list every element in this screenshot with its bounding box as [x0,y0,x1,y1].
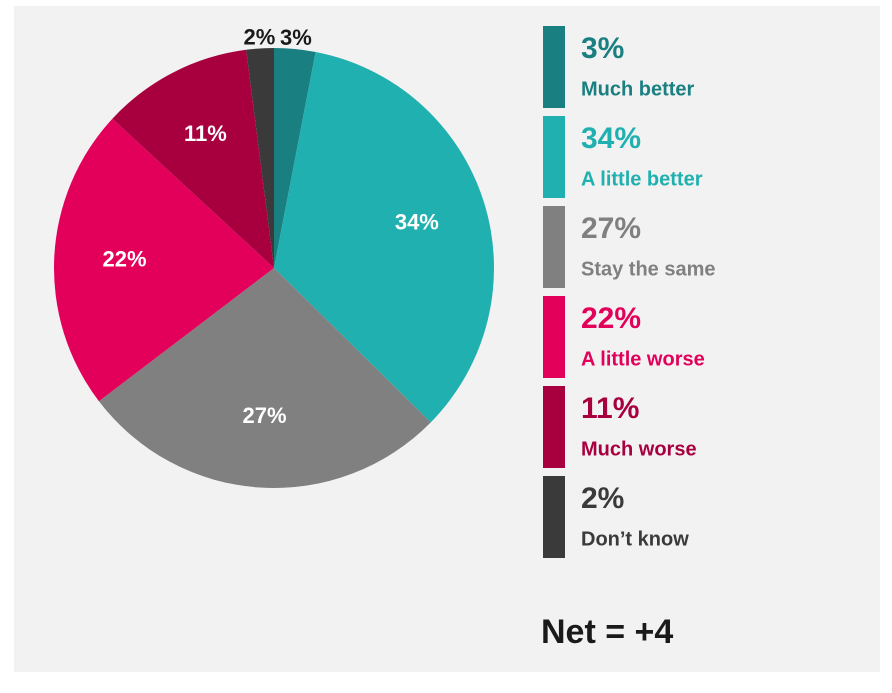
legend-swatch [543,116,565,198]
legend-label: Don’t know [581,528,689,550]
slice-label: 2% [244,24,276,49]
legend-value: 34% [581,122,641,155]
legend-value: 27% [581,212,641,245]
legend-label: Stay the same [581,258,716,280]
slice-label: 3% [280,25,312,50]
legend-value: 2% [581,482,624,515]
legend-label: A little better [581,168,703,190]
legend-value: 3% [581,32,624,65]
legend-swatch [543,206,565,288]
pie-slice [53,118,274,402]
slice-label: 34% [395,209,439,234]
legend-swatch [543,386,565,468]
slice-label: 22% [103,247,147,272]
legend-label: Much worse [581,438,697,460]
slice-label: 27% [242,403,286,428]
pie-slice [98,268,431,488]
pie-slice [274,48,316,268]
pie-slice [246,48,274,268]
net-annotation: Net = +4 [541,613,673,651]
legend-value: 11% [581,392,639,425]
legend-label: Much better [581,78,695,100]
legend-swatch [543,296,565,378]
legend-swatch [543,476,565,558]
legend-value: 22% [581,302,641,335]
pie-slice [112,49,274,268]
pie-slice [274,51,494,423]
legend-label: A little worse [581,348,705,370]
slice-label: 11% [184,121,227,146]
legend-swatch [543,26,565,108]
